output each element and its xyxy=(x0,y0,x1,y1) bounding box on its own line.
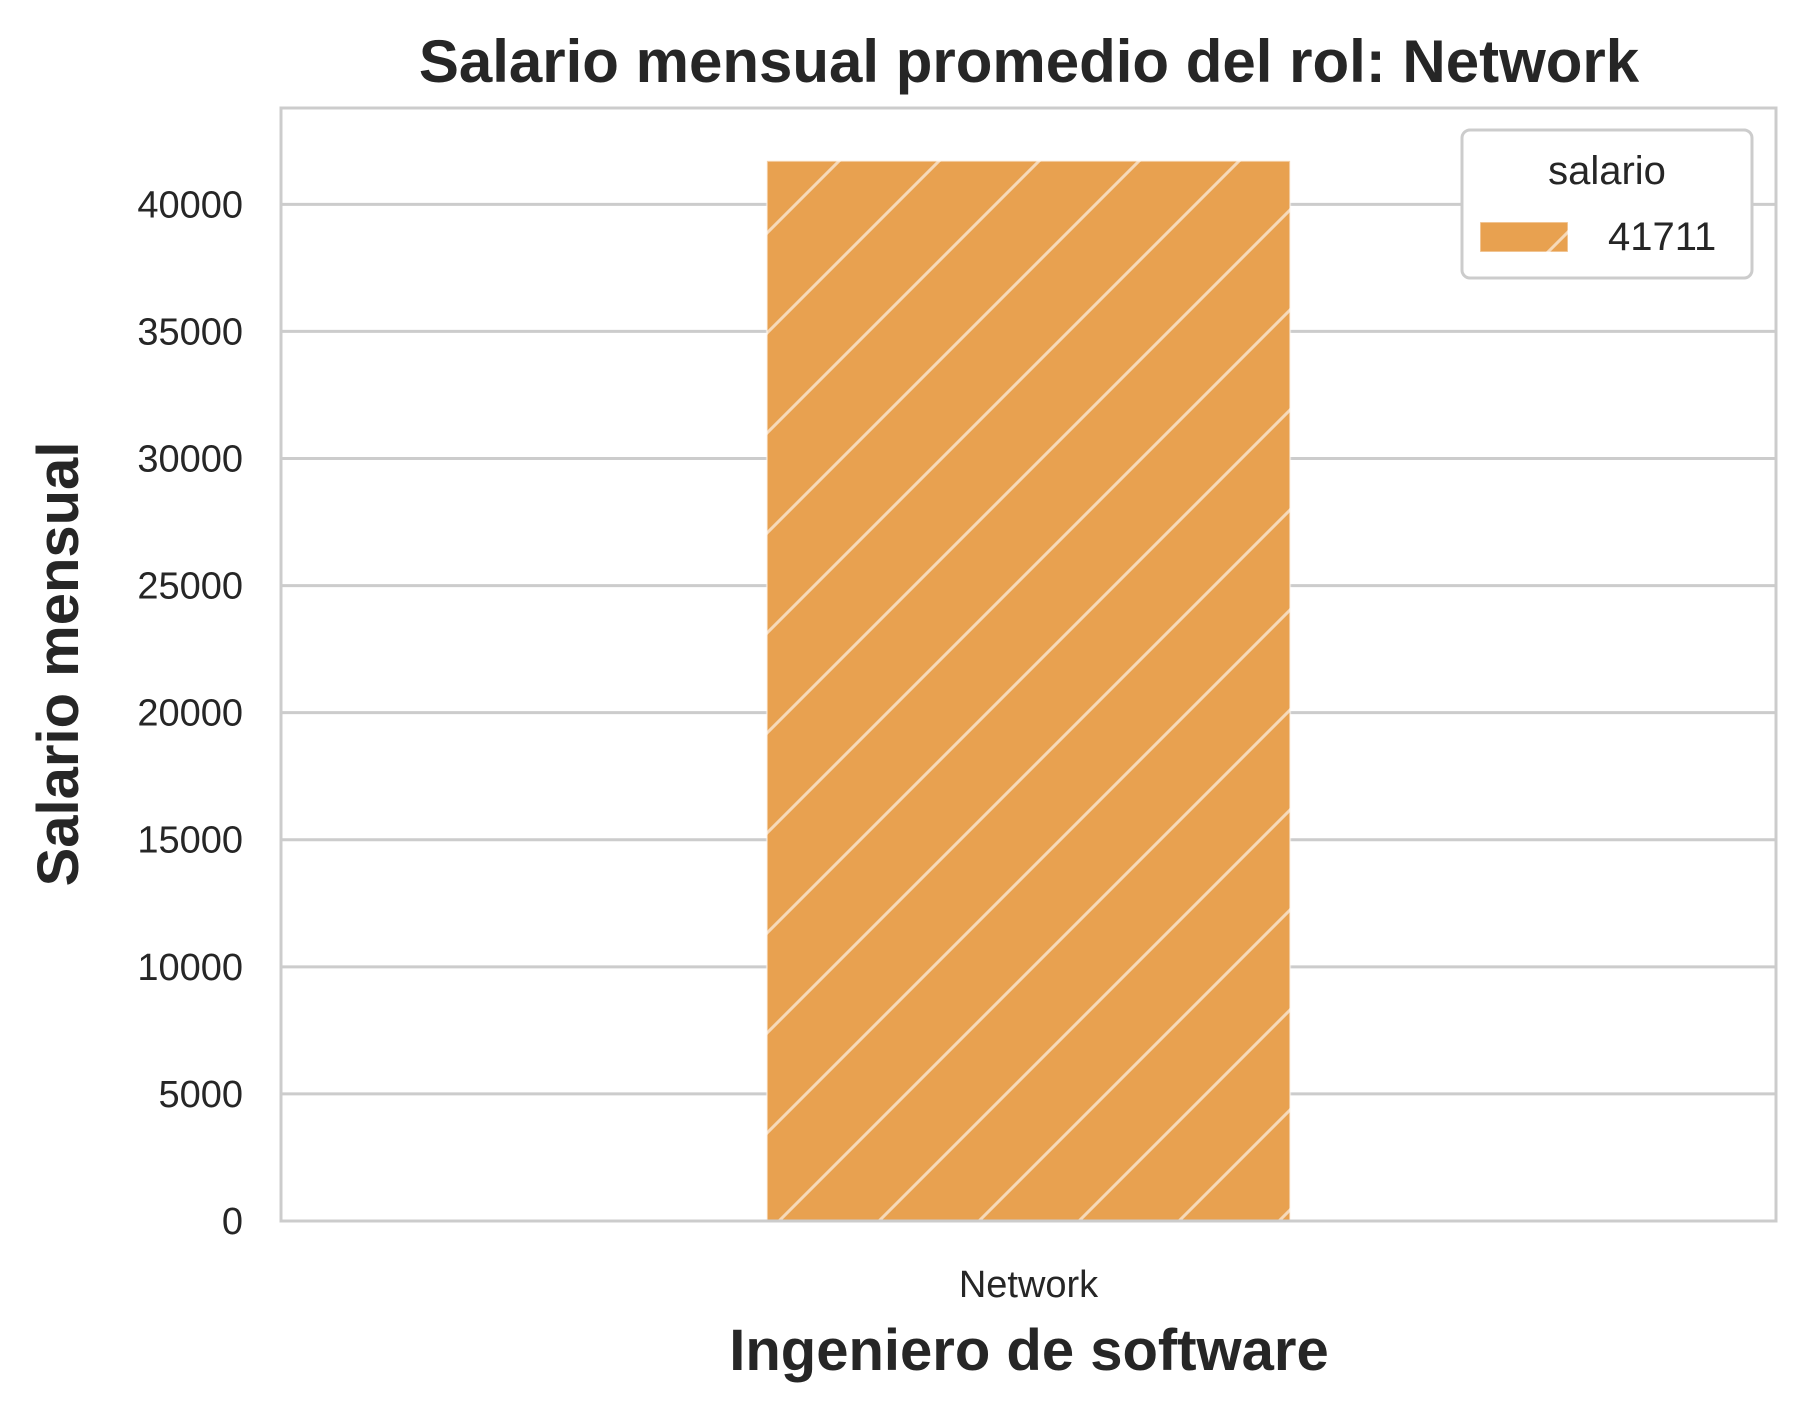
y-tick-label: 0 xyxy=(222,1201,243,1243)
y-tick-label: 20000 xyxy=(137,693,243,735)
y-tick-label: 10000 xyxy=(137,947,243,989)
y-tick-label: 15000 xyxy=(137,820,243,862)
y-tick-label: 5000 xyxy=(158,1074,243,1116)
y-tick-label: 40000 xyxy=(137,184,243,226)
y-tick-label: 35000 xyxy=(137,311,243,353)
y-tick-label: 30000 xyxy=(137,438,243,480)
x-tick-labels: Network xyxy=(959,1264,1099,1306)
bar-hatch xyxy=(766,160,1291,1222)
bars xyxy=(765,159,1292,1223)
legend-title: salario xyxy=(1548,149,1666,193)
plot-frame xyxy=(279,106,1778,1223)
x-axis-label: Ingeniero de software xyxy=(729,1318,1328,1383)
y-tick-label: 25000 xyxy=(137,566,243,608)
chart-title: Salario mensual promedio del rol: Networ… xyxy=(419,28,1640,95)
x-tick-label: Network xyxy=(959,1264,1099,1306)
y-tick-labels: 0 5000 10000 15000 20000 25000 30000 35000 40000 xyxy=(137,184,243,1243)
legend-swatch-hatch xyxy=(1480,222,1568,252)
legend: salario 41711 xyxy=(1460,128,1754,280)
legend-item-label: 41711 xyxy=(1608,215,1716,259)
y-axis-label: Salario mensual xyxy=(26,442,91,887)
